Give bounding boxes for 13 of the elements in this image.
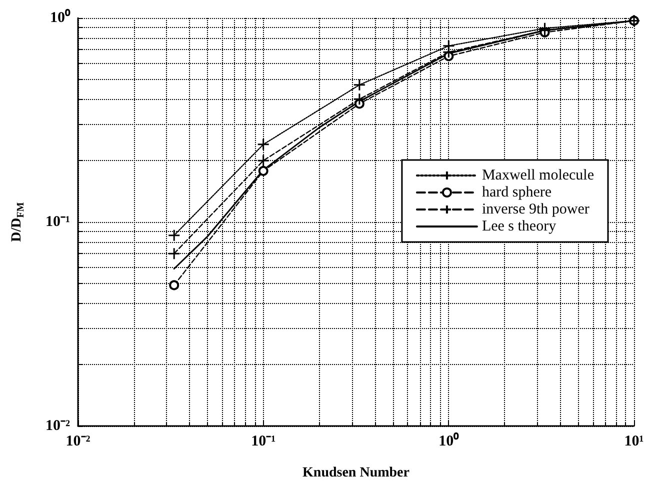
x-axis-title: Knudsen Number — [302, 466, 410, 480]
legend-label: Lee s theory — [482, 218, 557, 234]
y-axis-title: D/DFM — [10, 202, 26, 242]
legend-label: hard sphere — [482, 184, 552, 200]
y-tick-label: 10⁰ — [50, 8, 71, 26]
legend-label: Maxwell molecule — [482, 168, 594, 184]
x-tick-label: 10¹ — [624, 434, 644, 450]
x-tick-label: 10⁰ — [438, 432, 460, 450]
x-tick-label: 10⁻² — [66, 434, 91, 450]
legend-label: inverse 9th power — [482, 202, 590, 218]
y-tick-label: 10⁻¹ — [46, 214, 70, 230]
x-tick-label: 10⁻¹ — [251, 434, 276, 450]
y-tick-label: 10⁻² — [46, 418, 70, 434]
